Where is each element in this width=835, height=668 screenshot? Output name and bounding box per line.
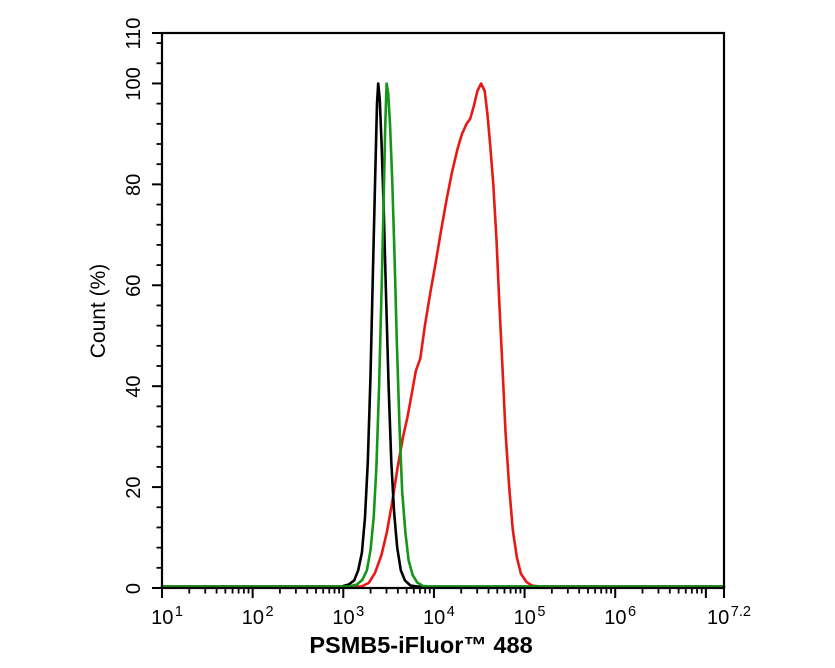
- plot-border: [160, 31, 726, 590]
- y-axis-title: Count (%): [87, 264, 110, 359]
- curve-green-control-curve: [160, 82, 726, 588]
- tick-labels: 10 1 10 2 10 3 10 4 10 5 10 6 10 7.2 0 20 40 60 80 100 110: [123, 18, 751, 629]
- curve-black-control-curve: [160, 82, 726, 588]
- histogram-curves: [160, 82, 726, 588]
- axes: [152, 31, 726, 598]
- y-tick-label: 40: [123, 376, 145, 398]
- x-tick-label: 10 2: [242, 604, 274, 629]
- y-tick-label: 110: [123, 18, 145, 50]
- y-tick-label: 100: [123, 67, 145, 100]
- y-tick-label: 0: [123, 583, 145, 594]
- x-tick-label: 10 6: [604, 604, 636, 629]
- y-tick-label: 60: [123, 275, 145, 297]
- x-tick-label: 10 7.2: [707, 604, 751, 629]
- y-tick-label: 80: [123, 174, 145, 196]
- curve-red-sample-curve: [160, 82, 726, 588]
- x-tick-label: 10 5: [514, 604, 546, 629]
- x-tick-label: 10 3: [332, 604, 364, 629]
- x-tick-label: 10 4: [423, 604, 455, 629]
- y-tick-label: 20: [123, 476, 145, 498]
- x-axis-title: PSMB5-iFluor™ 488: [309, 632, 532, 658]
- x-tick-label: 10 1: [151, 604, 183, 629]
